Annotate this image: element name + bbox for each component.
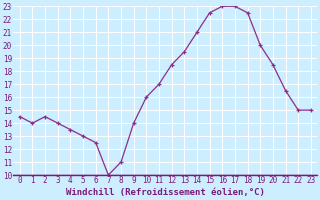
X-axis label: Windchill (Refroidissement éolien,°C): Windchill (Refroidissement éolien,°C) bbox=[66, 188, 265, 197]
